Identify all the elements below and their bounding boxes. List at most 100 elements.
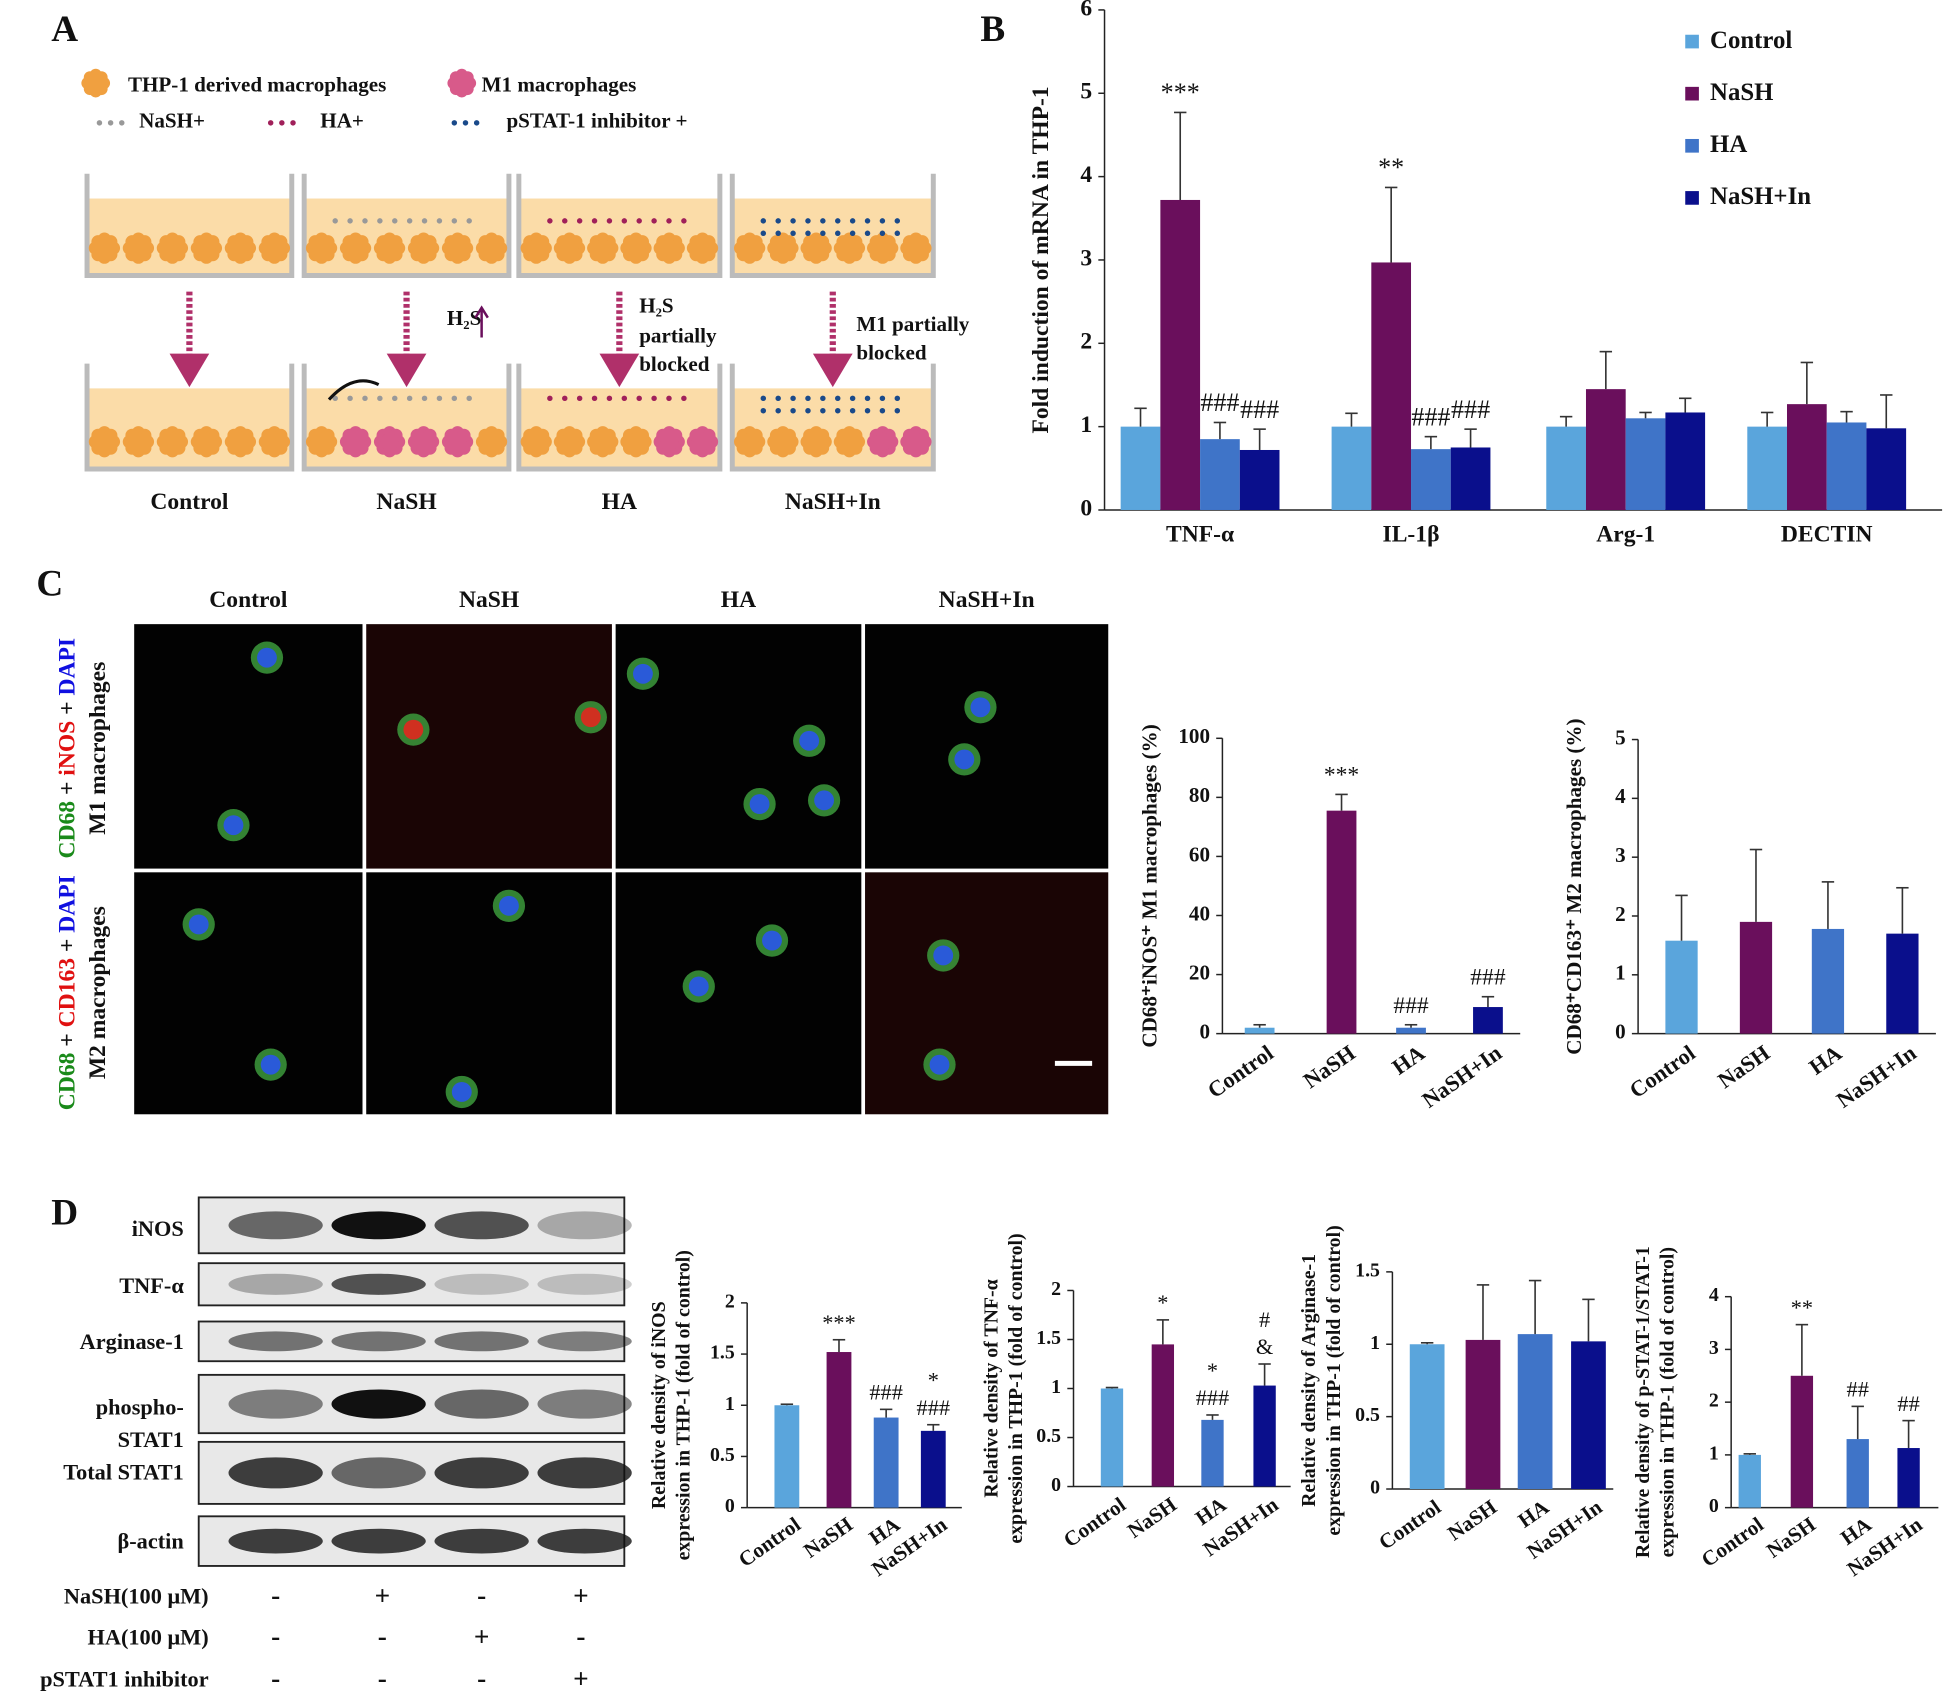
- y-tick-label: 1.5: [1036, 1327, 1061, 1349]
- cell-body: [873, 432, 892, 451]
- dot: [805, 395, 811, 402]
- annotation: ***: [822, 1310, 855, 1335]
- well: [84, 363, 295, 472]
- group-label: NaSH: [376, 489, 436, 515]
- marker: iNOS: [55, 721, 81, 776]
- dot: [760, 218, 767, 224]
- y-tick-label: 3: [1080, 245, 1092, 271]
- y-tick-label: 2: [1080, 329, 1092, 355]
- legend-text: NaSH+: [139, 109, 205, 133]
- nucleus: [580, 707, 601, 728]
- x-tick-label: HA: [1387, 1040, 1429, 1080]
- x-tick-label: Control: [1697, 1512, 1768, 1572]
- y-tick-label: 1.5: [710, 1342, 735, 1364]
- panel-label: A: [51, 9, 78, 50]
- bar: [1411, 449, 1451, 510]
- band: [537, 1389, 632, 1419]
- y-axis-label: CD68⁺iNOS⁺ M1 macrophages (%): [1138, 724, 1162, 1047]
- legend-label: NaSH: [1710, 79, 1773, 106]
- bar: [873, 1417, 899, 1508]
- cell-body: [448, 239, 467, 258]
- nucleus: [633, 663, 653, 684]
- blot: [197, 1196, 626, 1255]
- bar: [1473, 1007, 1503, 1034]
- band: [228, 1211, 323, 1240]
- dot: [835, 407, 841, 414]
- y-axis-label: expression in THP-1 (fold of control): [1005, 1233, 1027, 1543]
- dot: [406, 395, 413, 402]
- dot: [119, 120, 125, 126]
- dot: [462, 120, 469, 126]
- annotation: ###: [1240, 395, 1279, 424]
- dot: [591, 395, 598, 402]
- dot: [436, 395, 443, 402]
- annotation: ***: [1161, 78, 1200, 107]
- cell-body: [660, 239, 679, 258]
- y-axis-label: Relative density of p-STAT-1/STAT-1: [1632, 1246, 1654, 1558]
- bar: [1120, 426, 1161, 510]
- y-tick-label: 80: [1189, 783, 1210, 807]
- panel-label: D: [51, 1193, 78, 1234]
- y-tick-label: 0: [1709, 1495, 1719, 1517]
- dot: [451, 218, 458, 224]
- cell-body: [807, 432, 826, 451]
- marker: +: [55, 933, 81, 958]
- dot: [421, 395, 428, 402]
- medium: [87, 388, 292, 470]
- nucleus: [933, 945, 954, 966]
- row-label: M2 macrophages: [85, 906, 111, 1079]
- cell-body: [560, 239, 579, 258]
- cell-body: [380, 432, 399, 451]
- band: [228, 1273, 323, 1295]
- dot: [651, 218, 657, 224]
- cell-body: [163, 239, 182, 258]
- annotation: ###: [1200, 388, 1239, 417]
- group-label: HA: [602, 489, 637, 515]
- dot: [879, 395, 886, 402]
- micrograph: [366, 624, 612, 869]
- dot: [451, 395, 458, 402]
- annotation: ##: [1897, 1391, 1919, 1416]
- dot: [606, 395, 613, 402]
- dot: [775, 395, 781, 402]
- dot: [547, 395, 553, 402]
- band: [228, 1528, 323, 1554]
- cell-body: [807, 239, 826, 258]
- medium: [732, 198, 934, 276]
- y-tick-label: 0.5: [710, 1444, 735, 1466]
- cell-body: [312, 432, 331, 451]
- annotation: H₂S: [447, 306, 481, 330]
- cell-body: [265, 432, 284, 451]
- band: [228, 1389, 323, 1419]
- band: [331, 1528, 426, 1554]
- y-tick-label: 0.5: [1355, 1404, 1380, 1426]
- bar: [1517, 1334, 1553, 1490]
- dot: [636, 395, 642, 402]
- y-tick-label: 4: [1080, 162, 1092, 188]
- nucleus: [970, 697, 991, 718]
- arrow-head: [169, 353, 210, 388]
- dot: [835, 230, 841, 237]
- marker: CD68: [55, 1053, 81, 1111]
- dot: [651, 395, 657, 402]
- y-axis-label: expression in THP-1 (fold of control): [1657, 1247, 1679, 1557]
- x-tick-label: NaSH+In: [1832, 1040, 1921, 1113]
- cell-body: [593, 239, 612, 258]
- blot-label: phospho-: [96, 1395, 184, 1420]
- dot: [621, 395, 628, 402]
- dot: [332, 395, 338, 402]
- dot: [547, 218, 553, 224]
- band: [537, 1457, 632, 1489]
- nucleus: [749, 794, 770, 814]
- band: [331, 1457, 426, 1489]
- dot: [835, 218, 841, 224]
- cell-body: [627, 432, 645, 451]
- dot: [406, 218, 413, 224]
- annotation: ###: [1451, 395, 1490, 424]
- dot: [760, 395, 767, 402]
- curved-arrow: [327, 379, 380, 401]
- dot: [392, 395, 398, 402]
- cell-body: [693, 239, 712, 258]
- dot: [576, 395, 583, 402]
- annotation: *: [1207, 1358, 1218, 1383]
